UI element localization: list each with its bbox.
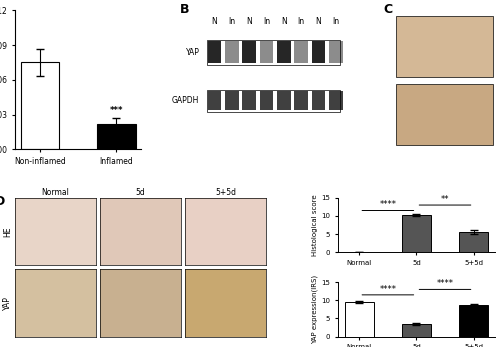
Bar <box>225 91 238 110</box>
Text: D: D <box>0 195 5 208</box>
Y-axis label: YAP expression(IRS): YAP expression(IRS) <box>312 275 318 344</box>
Text: ***: *** <box>110 105 123 115</box>
Text: GAPDH: GAPDH <box>172 96 200 105</box>
Bar <box>242 41 256 63</box>
Bar <box>98 124 136 149</box>
Text: **: ** <box>441 195 450 204</box>
Title: Normal: Normal <box>42 188 70 197</box>
Text: In: In <box>298 17 305 26</box>
Bar <box>20 62 59 149</box>
Text: ****: **** <box>436 279 454 288</box>
Bar <box>207 40 340 65</box>
Bar <box>207 90 340 112</box>
Bar <box>312 41 326 63</box>
Text: YAP: YAP <box>186 48 200 57</box>
Bar <box>208 41 222 63</box>
Text: In: In <box>228 17 235 26</box>
Bar <box>329 41 342 63</box>
Text: C: C <box>384 3 393 16</box>
Bar <box>329 91 342 110</box>
Bar <box>402 215 430 252</box>
Bar <box>294 41 308 63</box>
Text: In: In <box>263 17 270 26</box>
Text: N: N <box>212 17 218 26</box>
Bar <box>225 41 238 63</box>
Text: N: N <box>281 17 286 26</box>
Text: ****: **** <box>380 285 396 294</box>
Y-axis label: HE: HE <box>3 226 12 237</box>
Bar <box>277 41 290 63</box>
Bar <box>242 91 256 110</box>
Bar <box>260 91 274 110</box>
Y-axis label: YAP: YAP <box>3 296 12 310</box>
Bar <box>460 305 488 337</box>
Text: B: B <box>180 3 189 16</box>
Text: N: N <box>316 17 322 26</box>
Text: N: N <box>246 17 252 26</box>
Bar <box>396 84 493 145</box>
Text: In: In <box>332 17 340 26</box>
Title: 5+5d: 5+5d <box>216 188 236 197</box>
Bar <box>345 302 374 337</box>
Bar <box>277 91 290 110</box>
Bar <box>402 324 430 337</box>
Bar <box>396 16 493 77</box>
Bar <box>460 232 488 252</box>
Bar <box>312 91 326 110</box>
Y-axis label: Histological score: Histological score <box>312 194 318 256</box>
Text: ****: **** <box>380 201 396 209</box>
Bar <box>208 91 222 110</box>
Title: 5d: 5d <box>136 188 145 197</box>
Bar <box>260 41 274 63</box>
Bar <box>294 91 308 110</box>
